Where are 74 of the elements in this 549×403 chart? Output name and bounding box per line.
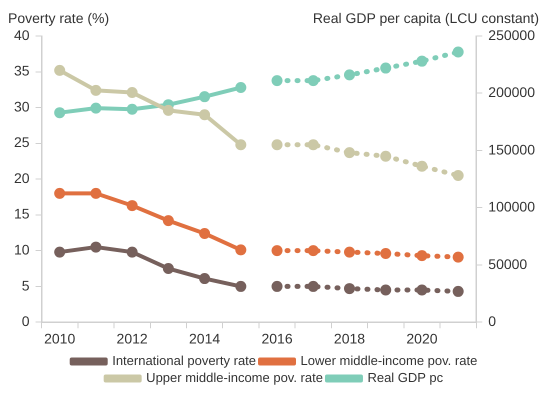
y-tick-label: 10 — [14, 242, 30, 258]
point — [308, 245, 319, 256]
point — [380, 284, 392, 296]
point — [126, 104, 138, 115]
point — [162, 215, 174, 226]
point — [344, 246, 355, 258]
y2-tick-label: 250000 — [488, 26, 536, 43]
y-tick-label: 15 — [14, 206, 30, 222]
x-tick-label: 2012 — [116, 330, 148, 346]
point — [90, 188, 102, 199]
point — [235, 139, 246, 150]
point — [416, 250, 428, 262]
point — [308, 139, 319, 150]
y2-axis-title: Real GDP per capita (LCU constant) — [312, 10, 539, 26]
point — [380, 248, 392, 260]
point — [235, 82, 246, 94]
point — [199, 109, 210, 120]
point — [126, 200, 138, 212]
x-tick-label: 2016 — [261, 330, 293, 346]
y-tick-label: 35 — [14, 62, 30, 79]
point — [308, 75, 319, 86]
x-tick-label: 2010 — [44, 330, 76, 346]
y-tick-label: 0 — [22, 313, 30, 330]
y-axis-title: Poverty rate (%) — [8, 10, 110, 26]
x-tick-label: 2018 — [334, 330, 366, 346]
legend-label: Lower middle-income pov. rate — [300, 353, 478, 368]
point — [380, 150, 392, 162]
y-tick-label: 5 — [22, 277, 30, 294]
point — [416, 284, 428, 296]
y-tick-label: 30 — [14, 98, 30, 114]
x-tick-label: 2014 — [189, 330, 220, 346]
y2-tick-label: 0 — [488, 313, 496, 330]
point — [416, 56, 428, 67]
point — [199, 91, 210, 102]
y-tick-label: 25 — [14, 134, 30, 150]
point — [54, 246, 66, 258]
point — [452, 252, 464, 263]
point — [416, 160, 428, 172]
point — [54, 64, 66, 76]
point — [272, 139, 283, 150]
point — [126, 87, 138, 98]
point — [452, 170, 464, 182]
point — [199, 273, 210, 284]
legend-label: Real GDP pc — [367, 370, 444, 386]
legend-label: Upper middle-income pov. rate — [146, 370, 323, 386]
y2-tick-label: 100000 — [488, 198, 536, 215]
y2-tick-label: 200000 — [488, 84, 536, 100]
point — [162, 263, 174, 274]
point — [54, 188, 66, 199]
point — [344, 147, 355, 158]
point — [344, 283, 355, 294]
y-tick-label: 20 — [14, 170, 30, 186]
point — [272, 280, 283, 292]
legend-label: International poverty rate — [112, 353, 256, 368]
y2-tick-label: 50000 — [488, 256, 528, 272]
y-tick-label: 40 — [14, 26, 30, 43]
point — [90, 84, 102, 96]
point — [126, 246, 138, 258]
x-tick-label: 2020 — [406, 330, 438, 346]
point — [54, 107, 66, 118]
point — [452, 46, 464, 58]
y2-tick-label: 150000 — [488, 141, 536, 158]
point — [344, 69, 355, 80]
point — [235, 280, 246, 292]
point — [162, 104, 174, 116]
point — [199, 228, 210, 239]
point — [308, 280, 319, 292]
point — [272, 75, 283, 86]
point — [235, 244, 246, 256]
point — [272, 245, 283, 256]
point — [452, 286, 464, 297]
point — [380, 62, 392, 74]
point — [90, 102, 102, 114]
point — [90, 242, 102, 253]
